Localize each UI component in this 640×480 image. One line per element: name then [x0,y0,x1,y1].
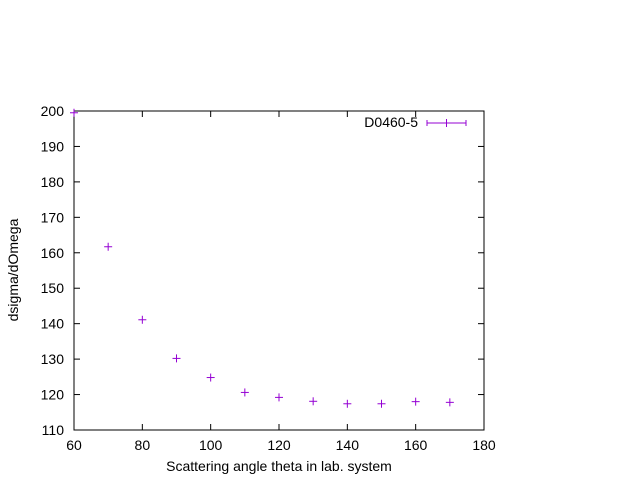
data-point [206,373,215,382]
plot-frame [73,110,485,431]
y-tick-label: 140 [41,316,65,332]
legend: D0460-5 [364,114,467,130]
y-tick-label: 120 [41,387,65,403]
data-points [70,108,454,408]
data-point [275,393,283,402]
legend-series-sample [426,119,467,127]
y-tick-label: 160 [41,245,65,261]
x-tick-label: 80 [135,437,151,453]
data-point [309,397,318,406]
y-tick-label: 170 [41,209,65,225]
y-tick-label: 200 [41,103,65,119]
x-axis-label: Scattering angle theta in lab. system [166,458,392,474]
y-axis: 110 120 130 140 150 160 170 180 190 200 [41,103,484,438]
data-point [445,398,454,407]
data-point [70,108,78,117]
y-axis-label: dsigma/dOmega [5,218,21,321]
data-point [138,315,147,324]
data-point [104,242,113,251]
data-point [343,399,352,408]
x-tick-label: 60 [66,437,82,453]
x-tick-label: 100 [199,437,223,453]
y-tick-label: 180 [41,174,65,190]
x-axis: 60 80 100 120 140 160 180 [66,111,496,453]
y-tick-label: 150 [41,280,65,296]
data-point [377,399,386,408]
data-point [240,388,249,397]
x-tick-label: 160 [404,437,428,453]
legend-series-label: D0460-5 [364,114,418,130]
y-tick-label: 130 [41,351,65,367]
x-tick-label: 140 [336,437,360,453]
data-point [172,354,181,363]
y-tick-label: 190 [41,138,65,154]
y-tick-label: 110 [42,422,65,438]
data-point [411,397,420,406]
x-tick-label: 180 [472,437,496,453]
x-tick-label: 120 [267,437,291,453]
